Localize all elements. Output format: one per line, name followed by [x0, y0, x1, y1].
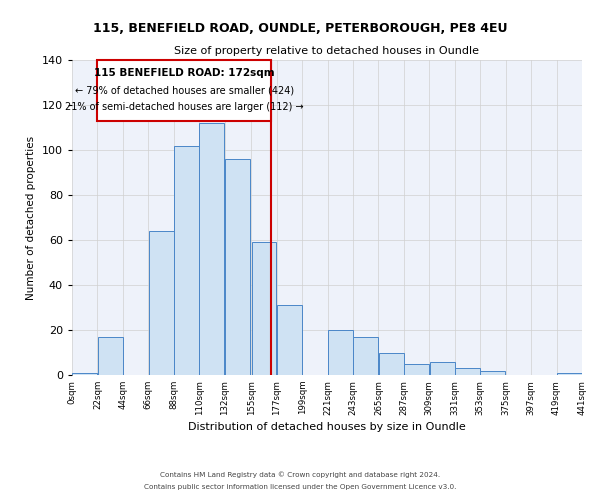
FancyBboxPatch shape: [97, 60, 271, 120]
Bar: [225, 159, 250, 375]
Bar: [481, 370, 505, 375]
Text: ← 79% of detached houses are smaller (424): ← 79% of detached houses are smaller (42…: [74, 86, 294, 96]
Bar: [199, 123, 224, 375]
Text: 115 BENEFIELD ROAD: 172sqm: 115 BENEFIELD ROAD: 172sqm: [94, 68, 274, 78]
Bar: [557, 373, 582, 375]
Text: 115, BENEFIELD ROAD, OUNDLE, PETERBOROUGH, PE8 4EU: 115, BENEFIELD ROAD, OUNDLE, PETERBOROUG…: [93, 22, 507, 36]
Bar: [455, 368, 480, 375]
Text: Contains public sector information licensed under the Open Government Licence v3: Contains public sector information licen…: [144, 484, 456, 490]
Bar: [72, 373, 97, 375]
Bar: [277, 305, 302, 375]
Text: 21% of semi-detached houses are larger (112) →: 21% of semi-detached houses are larger (…: [65, 102, 304, 113]
Text: Contains HM Land Registry data © Crown copyright and database right 2024.: Contains HM Land Registry data © Crown c…: [160, 471, 440, 478]
Bar: [149, 231, 173, 375]
X-axis label: Distribution of detached houses by size in Oundle: Distribution of detached houses by size …: [188, 422, 466, 432]
Bar: [404, 364, 429, 375]
Bar: [98, 337, 122, 375]
Bar: [379, 352, 404, 375]
Bar: [174, 146, 199, 375]
Bar: [328, 330, 353, 375]
Bar: [430, 362, 455, 375]
Y-axis label: Number of detached properties: Number of detached properties: [26, 136, 36, 300]
Bar: [251, 242, 277, 375]
Bar: [353, 337, 378, 375]
Title: Size of property relative to detached houses in Oundle: Size of property relative to detached ho…: [175, 46, 479, 56]
